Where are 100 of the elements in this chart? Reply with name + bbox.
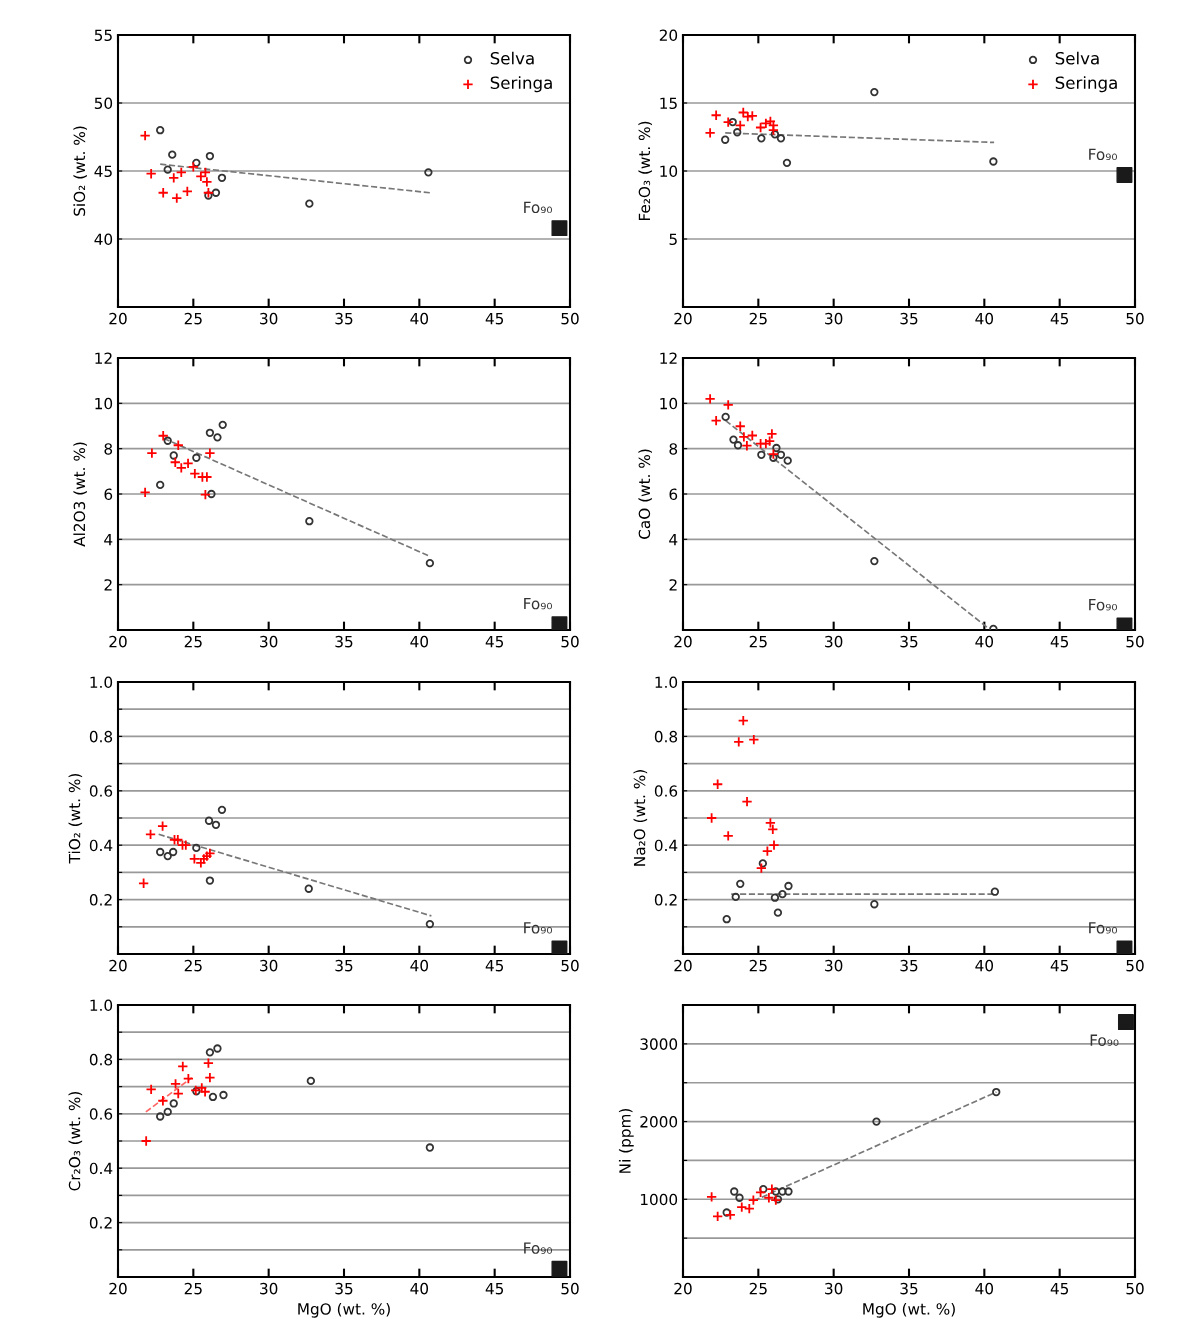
annotation: Fo₉₀ [1089,922,1117,934]
x-tick-label: 30 [825,635,843,648]
annotation: Fo₉₀ [1089,148,1117,161]
y-axis-title: Al2O3 (wt. %) [73,442,87,547]
x-tick-label: 25 [184,312,202,325]
x-tick-label: 25 [749,959,767,972]
x-tick-label: 35 [900,312,918,325]
y-tick-label: 20 [659,29,678,42]
x-tick-label: 25 [749,635,767,648]
annotation: Fo₉₀ [524,597,552,610]
y-axis-title: Cr₂O₃ (wt. %) [68,1091,83,1191]
y-axis-title: Ni (ppm) [618,1108,634,1173]
x-tick-label: 30 [260,635,278,648]
x-tick-label: 50 [1126,959,1144,972]
y-tick-label: 40 [94,233,113,246]
y-tick-label: 0.8 [89,1053,113,1066]
y-tick-label: 0.8 [654,730,678,743]
x-tick-label: 50 [561,312,579,325]
y-tick-label: 2 [669,579,677,591]
x-tick-label: 45 [1050,313,1069,325]
x-tick-label: 25 [184,635,202,648]
x-tick-label: 50 [561,635,579,648]
x-tick-label: 40 [410,959,429,972]
y-tick-label: 45 [94,165,112,178]
y-tick-label: 0.2 [89,894,112,906]
x-tick-label: 35 [335,635,353,648]
legend-label: Selva [1055,51,1099,65]
y-tick-label: 10 [660,165,678,178]
x-tick-label: 40 [410,312,429,325]
y-tick-label: 8 [669,443,678,455]
y-tick-label: 0.4 [89,1162,113,1175]
x-tick-label: 30 [260,959,278,972]
x-tick-label: 30 [825,959,843,972]
y-tick-label: 6 [669,488,678,501]
y-axis-title: TiO₂ (wt. %) [68,773,83,864]
x-tick-label: 45 [485,636,504,648]
y-tick-label: 0.2 [654,894,677,906]
y-tick-label: 0.6 [89,785,113,797]
x-tick-label: 35 [900,959,918,972]
y-tick-label: 1000 [640,1193,678,1206]
y-tick-label: 1.0 [90,999,113,1012]
x-tick-label: 40 [975,1282,994,1295]
y-tick-label: 15 [660,97,677,110]
y-axis-title: Fe₂O₃ (wt. %) [638,121,652,221]
legend-label: Seringa [490,76,552,93]
x-tick-label: 40 [410,1282,429,1295]
annotation: Fo₉₀ [524,922,552,934]
y-tick-label: 5 [669,233,677,246]
x-tick-label: 30 [260,1282,278,1295]
y-tick-label: 8 [104,443,113,455]
y-tick-label: 10 [660,397,678,410]
x-tick-label: 25 [749,312,767,325]
x-tick-label: 25 [184,959,202,972]
legend-label: Seringa [1055,76,1117,93]
x-tick-label: 35 [900,1282,918,1295]
x-tick-label: 45 [485,960,504,972]
x-axis-title: MgO (wt. %) [298,1302,390,1318]
y-tick-label: 0.6 [89,1108,113,1120]
x-tick-label: 50 [561,1282,579,1295]
annotation: Fo₉₀ [1090,1034,1119,1046]
y-tick-label: 1.0 [90,676,113,689]
y-tick-label: 4 [669,534,678,546]
y-tick-label: 2000 [640,1116,678,1128]
x-tick-label: 25 [184,1282,202,1295]
y-tick-label: 1.0 [655,676,678,689]
x-tick-label: 45 [485,1283,504,1295]
x-tick-label: 35 [335,1282,353,1295]
x-tick-label: 50 [1126,635,1144,648]
y-tick-label: 2 [104,579,112,591]
x-tick-label: 45 [1050,1283,1069,1295]
legend-label: Selva [490,51,534,65]
y-tick-label: 6 [104,488,113,501]
x-tick-label: 30 [260,312,278,325]
x-tick-label: 35 [900,635,918,648]
y-tick-label: 3000 [640,1038,678,1050]
x-tick-label: 50 [561,959,579,972]
y-tick-label: 0.2 [89,1217,112,1229]
annotation: Fo₉₀ [524,201,552,214]
y-tick-label: 0.4 [654,839,678,852]
x-tick-label: 25 [749,1282,767,1295]
x-tick-label: 45 [1050,636,1069,648]
y-axis-title: Na₂O (wt. %) [633,770,648,866]
y-tick-label: 0.6 [654,785,678,797]
y-tick-label: 50 [94,97,113,110]
x-tick-label: 40 [975,959,994,972]
y-tick-label: 10 [95,397,113,410]
x-tick-label: 35 [335,312,353,325]
y-axis-title: CaO (wt. %) [638,449,652,539]
y-tick-label: 4 [104,534,113,546]
y-axis-title: SiO₂ (wt. %) [73,126,87,216]
x-tick-label: 40 [975,312,994,325]
x-tick-label: 40 [975,635,994,648]
x-axis-title: MgO (wt. %) [863,1302,955,1318]
annotation: Fo₉₀ [1089,599,1117,611]
y-tick-label: 12 [660,352,677,364]
annotation: Fo₉₀ [524,1242,552,1254]
x-tick-label: 45 [1050,960,1069,972]
x-tick-label: 50 [1126,1282,1144,1295]
y-tick-label: 0.8 [89,730,113,743]
y-tick-label: 0.4 [89,839,113,852]
